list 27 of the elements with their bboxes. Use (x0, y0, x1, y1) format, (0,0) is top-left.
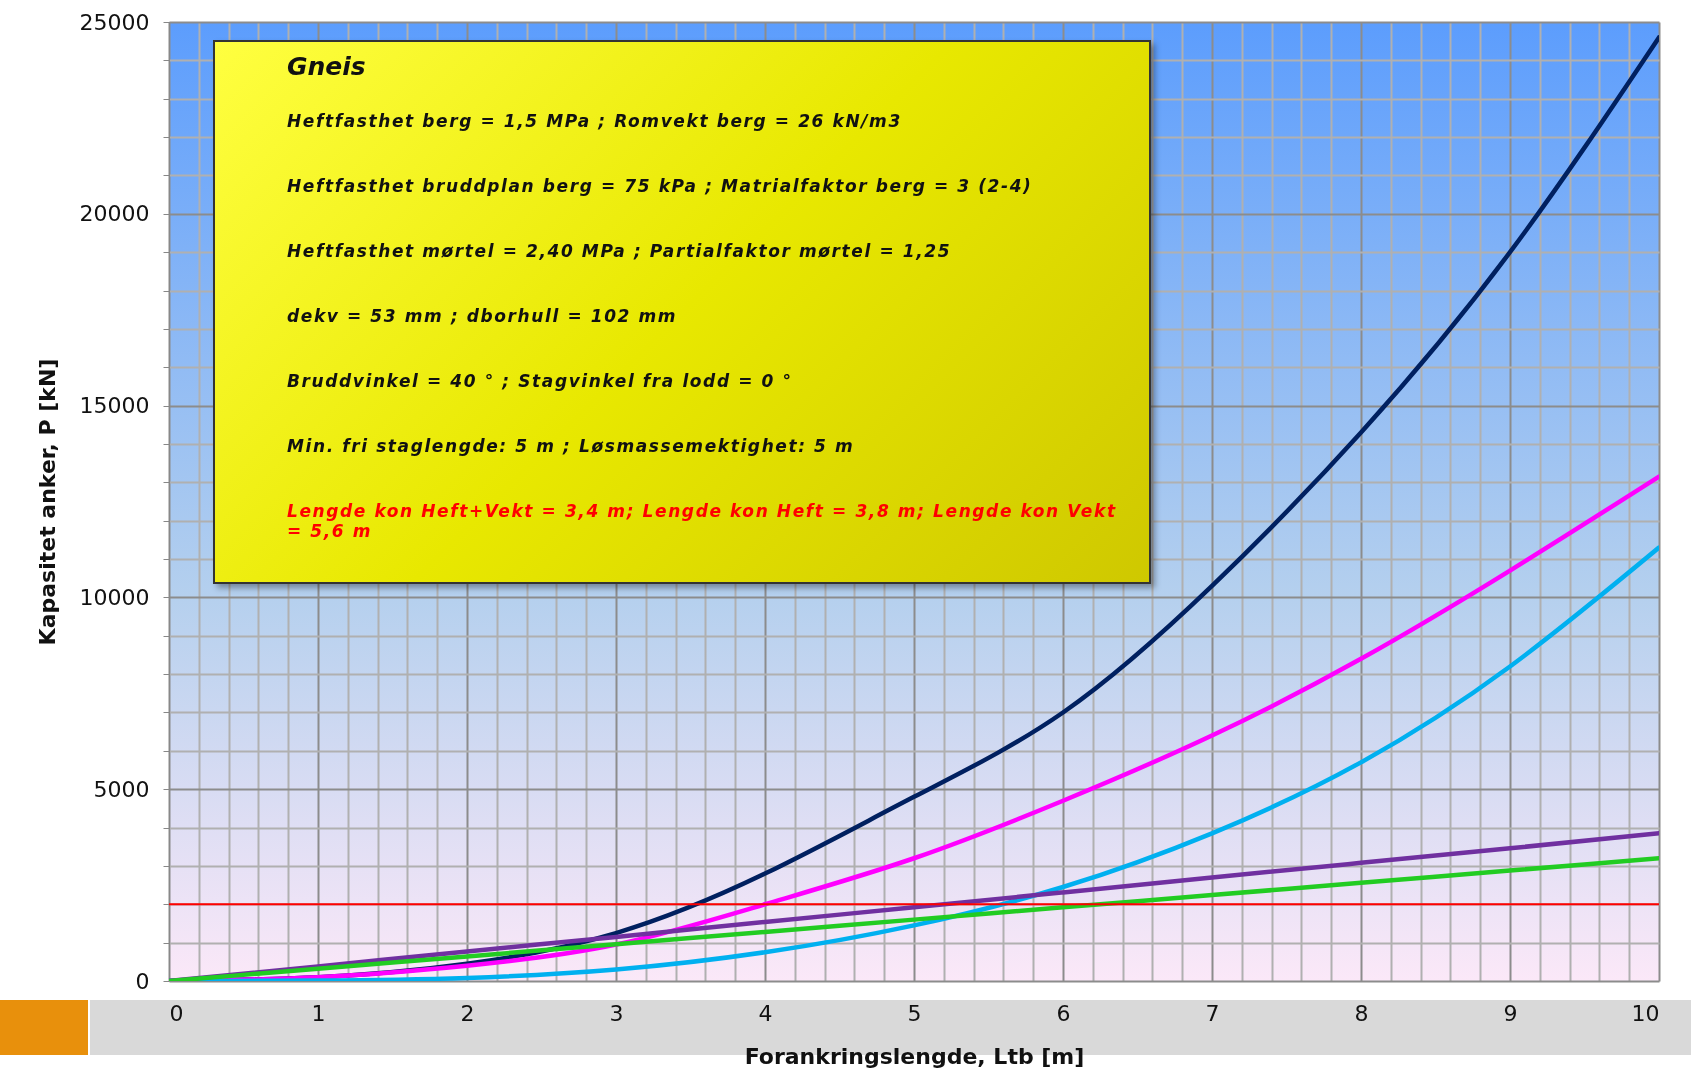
y-tick-label: 15000 (79, 393, 150, 419)
annotation: Heftfasthet bruddplan berg = 75 kPa ; Matrialfaktor berg = 3 (2-4) (287, 176, 1034, 196)
x-tick-label: 8 (1354, 1000, 1369, 1026)
annotation: Min. fri staglengde: 5 m ; Løsmassemektighet: 5 m (287, 436, 856, 456)
y-axis-title: Kapasitet anker, P [kN] (34, 358, 60, 646)
annotation: Gneis (287, 52, 367, 81)
x-tick-label: 10 (1631, 1000, 1660, 1026)
annotation: Heftfasthet berg = 1,5 MPa ; Romvekt berg = 26 kN/m3 (287, 111, 903, 131)
x-tick-label: 9 (1503, 1000, 1518, 1026)
annotation: dekv = 53 mm ; dborhull = 102 mm (287, 306, 679, 326)
annotation: Heftfasthet mørtel = 2,40 MPa ; Partialfaktor mørtel = 1,25 (287, 241, 953, 261)
y-tick-label: 0 (135, 968, 150, 994)
y-tick-label: 10000 (79, 584, 150, 610)
x-tick-label: 2 (460, 1000, 475, 1026)
x-axis-title: Forankringslengde, Ltb [m] (744, 1043, 1085, 1069)
y-tick-label: 5000 (93, 776, 150, 802)
x-tick-label: 0 (169, 1000, 184, 1026)
y-tick-label: 25000 (79, 9, 150, 35)
x-tick-label: 6 (1056, 1000, 1071, 1026)
annotation: Lengde kon Heft+Vekt = 3,4 m; Lengde kon Heft = 3,8 m; Lengde kon Vekt = 5,6 m (287, 501, 1118, 541)
x-tick-label: 7 (1205, 1000, 1220, 1026)
x-tick-label: 3 (609, 1000, 624, 1026)
x-tick-label: 4 (758, 1000, 773, 1026)
x-tick-label: 1 (311, 1000, 326, 1026)
y-tick-label: 20000 (79, 201, 150, 227)
annotation: Bruddvinkel = 40 ° ; Stagvinkel fra lodd = 0 ° (287, 371, 794, 391)
x-tick-label: 5 (907, 1000, 922, 1026)
